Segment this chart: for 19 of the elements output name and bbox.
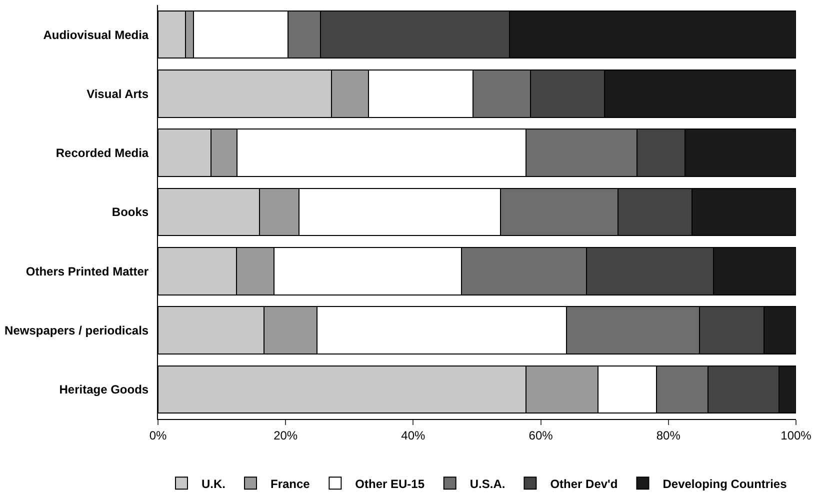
legend-label: Developing Countries	[662, 476, 788, 491]
y-tick-label: Others Printed Matter	[26, 264, 149, 278]
legend-label: U.S.A.	[470, 476, 506, 491]
x-tick-label: 0%	[149, 428, 167, 442]
legend-label: Other EU-15	[355, 476, 425, 491]
y-tick-label: Newspapers / periodicals	[4, 323, 149, 338]
legend-label: Other Dev'd	[550, 476, 618, 491]
x-tick-label: 60%	[528, 428, 554, 442]
y-tick-label: Heritage Goods	[59, 382, 149, 397]
y-tick-label: Books	[112, 205, 149, 220]
x-tick-label: 100%	[780, 428, 812, 442]
legend-label: France	[270, 476, 310, 491]
y-tick-label: Audiovisual Media	[43, 28, 149, 42]
y-tick-label: Visual Arts	[86, 86, 149, 101]
y-tick-label: Recorded Media	[56, 146, 149, 160]
x-tick-label: 40%	[401, 428, 426, 442]
x-tick-label: 80%	[656, 428, 681, 442]
legend-label: U.K.	[202, 476, 226, 491]
x-tick-label: 20%	[274, 428, 298, 442]
